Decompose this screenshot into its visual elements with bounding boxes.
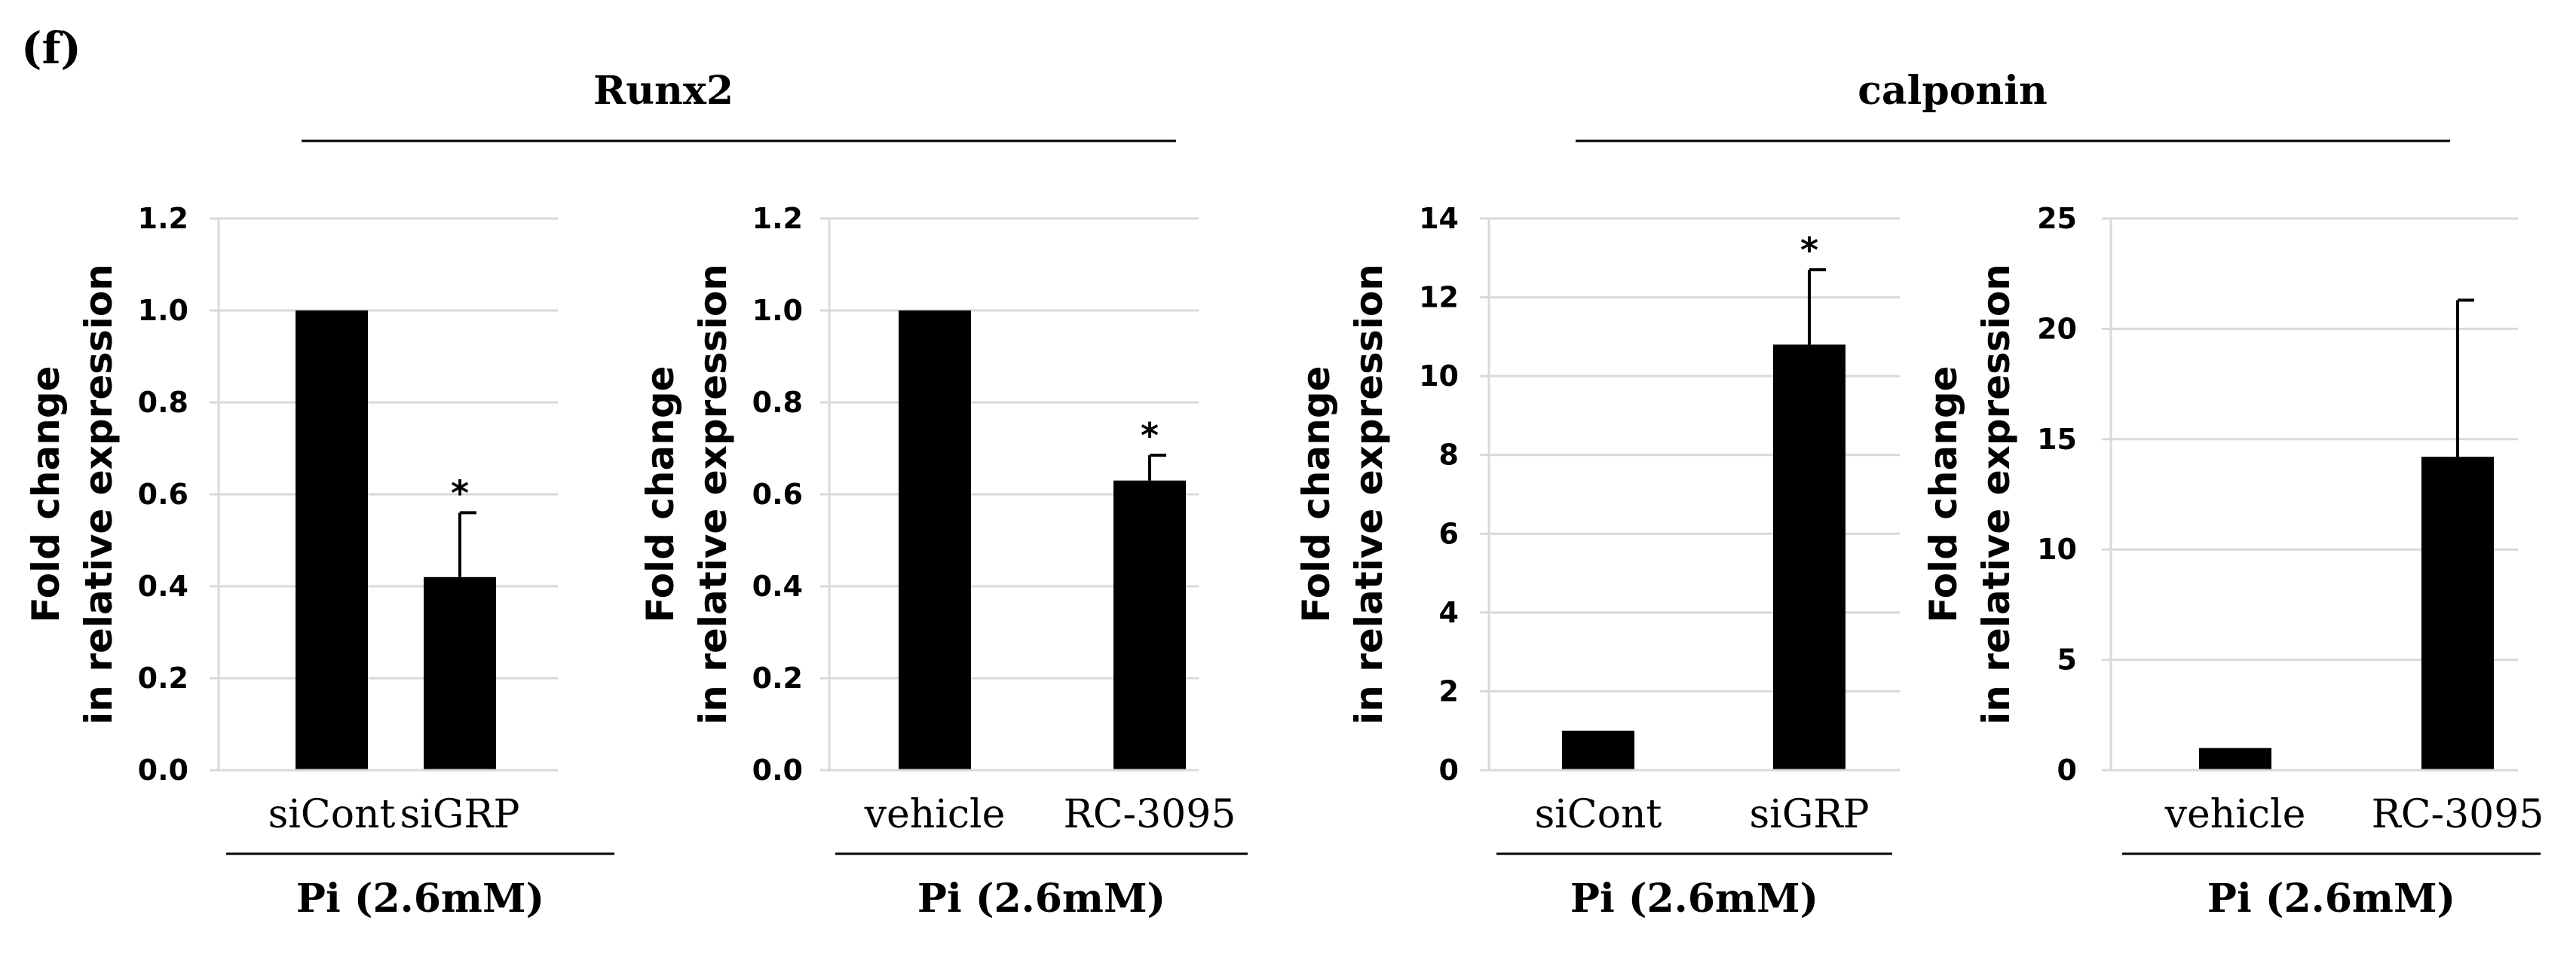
category-label: siCont bbox=[1535, 792, 1662, 837]
condition-label: Pi (2.6mM) bbox=[296, 876, 544, 922]
y-tick-label: 25 bbox=[2037, 202, 2077, 235]
y-tick-label: 6 bbox=[1439, 517, 1459, 550]
category-label: vehicle bbox=[864, 792, 1006, 837]
y-tick-label: 0 bbox=[2057, 754, 2077, 787]
category-label: siCont bbox=[268, 792, 396, 837]
significance-marker: * bbox=[451, 472, 469, 513]
y-tick-label: 0.8 bbox=[752, 386, 803, 419]
chart-runx2-rc3095: 0.0 0.2 0.4 0.6 0.8 1.0 1.2 vehicle * RC-3095 Pi (… bbox=[639, 202, 1248, 922]
bar bbox=[899, 310, 971, 770]
category-label: RC-3095 bbox=[1064, 792, 1236, 837]
y-tick-label: 1.0 bbox=[752, 294, 803, 327]
condition-label: Pi (2.6mM) bbox=[917, 876, 1165, 922]
y-tick-label: 0.0 bbox=[138, 754, 188, 787]
chart-runx2-sigrp: 0.0 0.2 0.4 0.6 0.8 1.0 1.2 siCont * siGRP Pi (2.6… bbox=[24, 202, 614, 922]
group-title-calponin: calponin bbox=[1858, 68, 2048, 114]
y-tick-label: 0.2 bbox=[138, 662, 188, 695]
y-tick-label: 14 bbox=[1419, 202, 1459, 235]
y-tick-label: 0.8 bbox=[138, 386, 188, 419]
y-tick-label: 0.6 bbox=[752, 478, 803, 511]
bar bbox=[1113, 480, 1186, 770]
y-axis-label: Fold change bbox=[1294, 365, 1338, 622]
bar bbox=[1773, 344, 1845, 770]
chart-calponin-sigrp: 0 2 4 6 8 10 12 14 siCont * siGRP Pi (2.6mM) Fold ch… bbox=[1294, 202, 1900, 922]
panel-label: (f) bbox=[21, 23, 81, 74]
group-title-runx2: Runx2 bbox=[593, 68, 734, 114]
condition-label: Pi (2.6mM) bbox=[2207, 876, 2455, 922]
bar bbox=[2199, 748, 2271, 770]
y-tick-label: 10 bbox=[1419, 359, 1459, 393]
y-axis-label: in relative expression bbox=[1974, 264, 2018, 725]
bar bbox=[1562, 730, 1634, 770]
y-axis-label: in relative expression bbox=[691, 264, 735, 725]
y-tick-label: 0.6 bbox=[138, 478, 188, 511]
y-axis-label: Fold change bbox=[639, 365, 682, 622]
y-tick-label: 0.2 bbox=[752, 662, 803, 695]
bar bbox=[424, 576, 496, 770]
y-tick-label: 0 bbox=[1439, 754, 1459, 787]
y-tick-label: 0.4 bbox=[138, 570, 188, 603]
y-tick-label: 1.2 bbox=[752, 202, 803, 235]
y-tick-label: 4 bbox=[1439, 596, 1459, 629]
y-tick-label: 2 bbox=[1439, 674, 1459, 708]
bar bbox=[296, 310, 368, 770]
y-tick-label: 5 bbox=[2057, 644, 2077, 677]
chart-calponin-rc3095: 0 5 10 15 20 25 vehicle RC-3095 Pi (2.6mM) Fold c… bbox=[1922, 202, 2544, 922]
y-tick-label: 20 bbox=[2037, 312, 2077, 345]
category-label: siGRP bbox=[400, 792, 520, 837]
y-axis-label: in relative expression bbox=[1347, 264, 1391, 725]
y-tick-label: 0.0 bbox=[752, 754, 803, 787]
y-axis-label: in relative expression bbox=[77, 264, 121, 725]
y-tick-label: 0.4 bbox=[752, 570, 803, 603]
category-label: vehicle bbox=[2164, 792, 2306, 837]
y-axis-label: Fold change bbox=[1922, 365, 1965, 622]
significance-marker: * bbox=[1800, 230, 1818, 271]
y-tick-label: 10 bbox=[2037, 533, 2077, 566]
y-tick-label: 1.2 bbox=[138, 202, 188, 235]
bar bbox=[2421, 457, 2494, 770]
y-tick-label: 15 bbox=[2037, 423, 2077, 456]
y-tick-label: 8 bbox=[1439, 439, 1459, 472]
y-tick-label: 1.0 bbox=[138, 294, 188, 327]
y-tick-label: 12 bbox=[1419, 281, 1459, 314]
y-axis-label: Fold change bbox=[24, 365, 68, 622]
significance-marker: * bbox=[1141, 415, 1159, 456]
category-label: RC-3095 bbox=[2372, 792, 2544, 837]
category-label: siGRP bbox=[1750, 792, 1870, 837]
condition-label: Pi (2.6mM) bbox=[1570, 876, 1818, 922]
